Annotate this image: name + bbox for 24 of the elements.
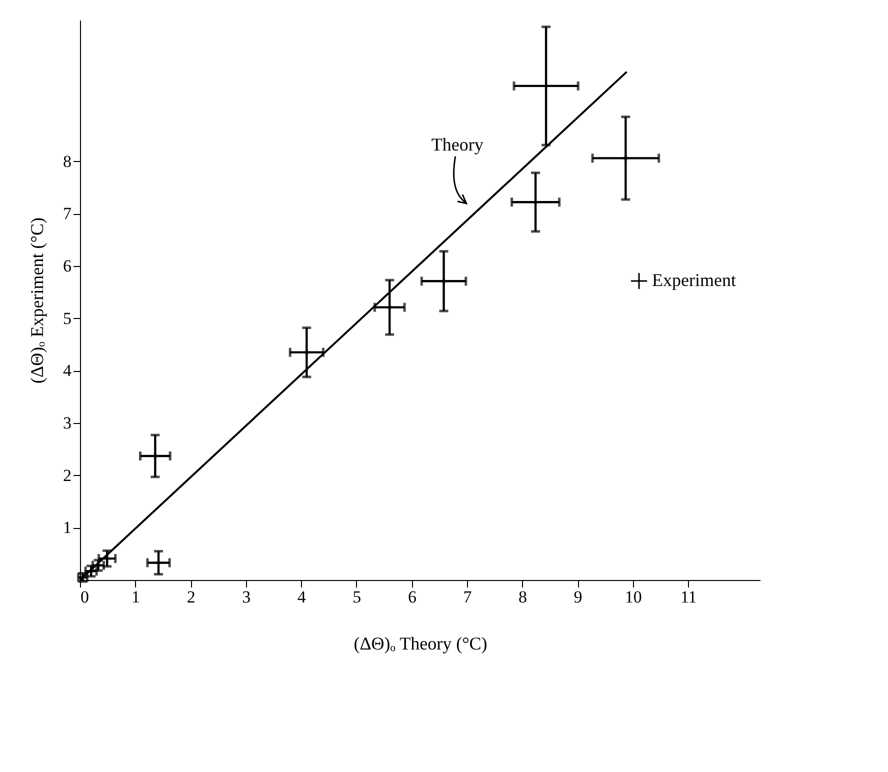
annotation: Theory: [431, 134, 484, 154]
y-tick-label: 4: [63, 361, 72, 380]
x-tick-label: 2: [186, 588, 196, 606]
x-tick-label: 0: [80, 588, 89, 606]
y-tick-label: 2: [63, 466, 72, 485]
y-tick-label: 6: [63, 256, 72, 276]
y-tick-label: 3: [63, 413, 72, 432]
y-axis-title: (ΔΘ)ₒ Experiment (°C): [27, 218, 47, 384]
x-tick-label: 1: [132, 588, 140, 606]
x-tick-label: 3: [242, 588, 251, 606]
x-tick-label: 5: [352, 588, 362, 606]
x-tick-label: 8: [518, 588, 528, 606]
x-tick-label: 10: [624, 588, 642, 606]
y-tick-label: 8: [63, 152, 72, 171]
x-tick-label: 9: [574, 588, 582, 606]
x-axis-title: (ΔΘ)ₒ Theory (°C): [354, 634, 488, 654]
x-tick-label: 6: [408, 588, 416, 606]
y-tick-label: 5: [63, 308, 72, 328]
x-tick-label: 11: [680, 588, 697, 606]
x-tick-label: 7: [463, 588, 472, 606]
y-tick-label: 1: [63, 518, 72, 538]
x-tick-label: 4: [297, 588, 306, 606]
y-tick-label: 7: [63, 204, 72, 224]
legend-label: Experiment: [652, 270, 736, 290]
